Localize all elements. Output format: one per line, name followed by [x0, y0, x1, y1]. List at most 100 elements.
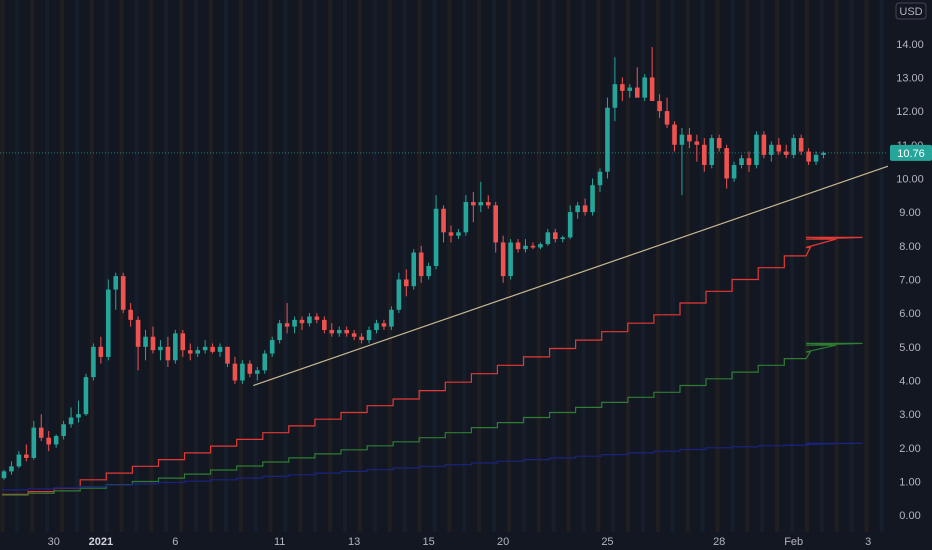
candle-body — [255, 370, 260, 374]
candle-body — [821, 152, 826, 155]
session-band — [30, 0, 35, 532]
candle-body — [195, 350, 200, 354]
candle-body — [500, 242, 506, 277]
session-band — [223, 0, 228, 532]
candle-body — [292, 319, 297, 327]
time-tick-label: 2021 — [89, 536, 113, 548]
price-tick-label: 6.00 — [899, 308, 920, 320]
price-tag — [890, 144, 932, 161]
price-tick-label: 1.00 — [899, 476, 920, 488]
session-band — [268, 0, 273, 532]
candle-body — [642, 77, 647, 98]
candle-body — [53, 436, 59, 445]
session-band — [313, 0, 318, 532]
session-band — [775, 0, 780, 532]
session-band — [864, 0, 869, 532]
session-band — [104, 0, 109, 532]
candle-body — [515, 242, 521, 250]
candle-body — [16, 454, 22, 467]
session-band — [179, 0, 184, 532]
candle-body — [560, 237, 566, 240]
candle-body — [769, 144, 774, 155]
candle-body — [545, 232, 551, 245]
session-band — [536, 0, 541, 532]
time-tick-label: 25 — [601, 536, 613, 548]
session-band — [626, 0, 631, 532]
currency-badge[interactable] — [895, 2, 927, 20]
price-tick-label: 4.00 — [899, 375, 920, 387]
time-tick-label: 15 — [423, 536, 435, 548]
candle-body — [418, 252, 424, 277]
session-band — [551, 0, 556, 532]
candle-body — [202, 346, 208, 351]
candle-body — [679, 134, 685, 145]
candle-body — [232, 363, 238, 381]
trendline[interactable] — [253, 123, 932, 387]
price-tick-label: 5.00 — [899, 342, 920, 354]
candle-body — [664, 111, 670, 125]
candle-body — [694, 141, 700, 145]
candle-body — [612, 84, 618, 108]
candle-body — [404, 279, 409, 287]
candle-body — [672, 124, 677, 145]
session-band — [611, 0, 616, 532]
candle-body — [702, 144, 707, 165]
session-band — [715, 0, 720, 532]
candle-body — [359, 336, 364, 341]
session-band — [581, 0, 586, 532]
session-band — [760, 0, 765, 532]
candle-body — [344, 329, 349, 334]
session-band — [328, 0, 333, 532]
candle-body — [597, 171, 603, 186]
candle-body — [716, 138, 722, 149]
candle-body — [113, 276, 119, 290]
session-band — [819, 0, 824, 532]
candle-body — [9, 466, 14, 472]
candle-body — [135, 319, 141, 347]
candle-body — [731, 164, 737, 179]
candle-body — [605, 107, 610, 172]
price-tick-label: 8.00 — [899, 241, 920, 253]
candle-body — [269, 340, 275, 354]
price-tick-label: 13.00 — [896, 72, 924, 84]
time-axis[interactable] — [0, 532, 932, 550]
session-band — [655, 0, 660, 532]
session-band — [849, 0, 854, 532]
candle-body — [76, 414, 81, 418]
candle-body — [724, 148, 729, 179]
time-tick-label: 3 — [865, 536, 871, 548]
session-band — [44, 0, 50, 532]
price-tick-label: 14.00 — [896, 39, 924, 51]
candle-body — [485, 202, 491, 206]
session-band — [253, 0, 258, 532]
session-band — [804, 0, 809, 532]
session-band — [89, 0, 94, 532]
session-band — [447, 0, 452, 532]
candle-body — [210, 346, 215, 352]
candle-body — [322, 319, 327, 330]
candle-body — [590, 185, 595, 213]
candle-body — [217, 346, 223, 352]
step-line — [2, 342, 863, 496]
candle-body — [761, 134, 767, 155]
time-tick-label: 28 — [713, 536, 725, 548]
candle-body — [538, 244, 543, 248]
session-band — [164, 0, 169, 532]
time-tick-label: 30 — [48, 536, 60, 548]
session-band — [670, 0, 675, 532]
candle-body — [433, 208, 439, 266]
candle-body — [120, 276, 126, 310]
candle-body — [24, 454, 29, 458]
candle-body — [687, 134, 692, 142]
session-band — [238, 0, 243, 532]
price-axis[interactable] — [888, 0, 932, 532]
candle-body — [128, 309, 133, 320]
session-band — [477, 0, 482, 532]
session-band — [283, 0, 288, 532]
currency-label: USD — [899, 6, 922, 18]
price-tick-label: 3.00 — [899, 409, 920, 421]
candle-body — [806, 151, 811, 162]
candle-body — [657, 101, 662, 112]
session-band — [15, 0, 20, 532]
